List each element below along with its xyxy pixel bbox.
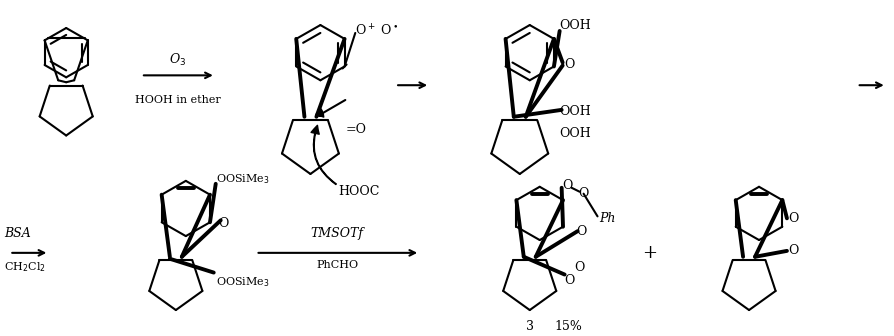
Text: OOSiMe$_3$: OOSiMe$_3$: [215, 276, 269, 289]
Text: OOH: OOH: [560, 106, 592, 118]
Text: 3: 3: [526, 320, 534, 333]
Text: PhCHO: PhCHO: [316, 260, 358, 270]
Text: O: O: [218, 217, 229, 230]
Text: O: O: [575, 261, 585, 274]
Text: O: O: [565, 58, 575, 71]
Text: O: O: [564, 274, 575, 287]
FancyArrowPatch shape: [316, 108, 324, 117]
Text: HOOH in ether: HOOH in ether: [135, 95, 221, 105]
Text: O: O: [562, 179, 573, 192]
Text: O: O: [789, 244, 799, 257]
Text: OOH: OOH: [560, 18, 592, 32]
Text: OOSiMe$_3$: OOSiMe$_3$: [215, 172, 269, 186]
Text: O$^+$ O$^\bullet$: O$^+$ O$^\bullet$: [355, 23, 399, 39]
Text: HOOC: HOOC: [338, 185, 380, 198]
Text: O: O: [578, 187, 589, 200]
Text: TMSOTf: TMSOTf: [311, 227, 364, 240]
Text: +: +: [642, 244, 657, 262]
Text: Ph: Ph: [600, 212, 616, 225]
Text: 15%: 15%: [554, 320, 583, 333]
Text: O: O: [789, 212, 799, 225]
Text: =O: =O: [345, 123, 367, 136]
Text: CH$_2$Cl$_2$: CH$_2$Cl$_2$: [4, 260, 46, 274]
Text: BSA: BSA: [4, 227, 31, 240]
Text: O: O: [577, 225, 586, 238]
FancyArrowPatch shape: [311, 125, 336, 184]
Text: OOH: OOH: [560, 127, 592, 140]
Text: O$_3$: O$_3$: [169, 52, 187, 69]
